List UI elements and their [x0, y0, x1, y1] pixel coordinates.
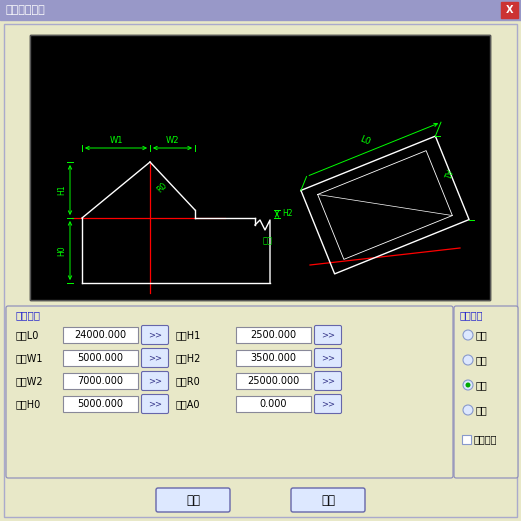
Bar [63, 350, 138, 366]
Text: 确定: 确定 [186, 493, 200, 506]
Text: 7000.000: 7000.000 [78, 376, 123, 386]
Text: 25000.000: 25000.000 [247, 376, 300, 386]
Text: A1: A1 [440, 167, 452, 180]
Circle shape [463, 355, 473, 365]
FancyBboxPatch shape [156, 488, 230, 512]
Text: 半径R0: 半径R0 [176, 376, 201, 386]
Text: 取消: 取消 [321, 493, 335, 506]
Text: L0: L0 [358, 135, 371, 147]
FancyBboxPatch shape [291, 488, 365, 512]
Text: >>: >> [321, 354, 335, 363]
FancyBboxPatch shape [142, 326, 168, 344]
FancyBboxPatch shape [315, 349, 341, 367]
Text: W1: W1 [109, 136, 123, 145]
Text: 参数设置: 参数设置 [16, 310, 41, 320]
Text: 脊导W2: 脊导W2 [16, 376, 44, 386]
Text: 房高H0: 房高H0 [16, 399, 41, 409]
Bar [236, 327, 311, 343]
Text: 脊高H1: 脊高H1 [176, 330, 201, 340]
FancyBboxPatch shape [315, 394, 341, 414]
Bar [30, 35, 490, 300]
FancyBboxPatch shape [142, 394, 168, 414]
Bar [501, 2, 518, 18]
Text: >>: >> [148, 400, 162, 408]
Text: 小大: 小大 [476, 380, 488, 390]
Text: 线角: 线角 [263, 236, 273, 245]
FancyBboxPatch shape [142, 371, 168, 391]
Text: 大大: 大大 [476, 355, 488, 365]
Circle shape [463, 330, 473, 340]
Text: W2: W2 [166, 136, 179, 145]
Bar [63, 373, 138, 389]
Text: 角度A0: 角度A0 [176, 399, 201, 409]
Text: >>: >> [148, 330, 162, 340]
Text: 脊长L0: 脊长L0 [16, 330, 40, 340]
Text: >>: >> [148, 354, 162, 363]
Circle shape [463, 380, 473, 390]
Bar [63, 396, 138, 412]
Bar [236, 350, 311, 366]
Text: >>: >> [321, 330, 335, 340]
FancyBboxPatch shape [142, 349, 168, 367]
Text: 脊导W1: 脊导W1 [16, 353, 43, 363]
Text: H1: H1 [57, 185, 67, 195]
Text: X: X [506, 5, 513, 15]
Text: 实体合并: 实体合并 [474, 435, 498, 444]
Bar [30, 35, 490, 300]
Text: 大小: 大小 [476, 405, 488, 415]
Text: 5000.000: 5000.000 [78, 353, 123, 363]
FancyBboxPatch shape [315, 326, 341, 344]
Bar [0, 0, 521, 20]
FancyBboxPatch shape [6, 306, 453, 478]
Bar [236, 396, 311, 412]
Text: 3500.000: 3500.000 [251, 353, 296, 363]
Text: 脊高H2: 脊高H2 [176, 353, 202, 363]
Text: H2: H2 [282, 209, 292, 218]
Circle shape [463, 405, 473, 415]
Text: >>: >> [148, 377, 162, 386]
Text: 5000.000: 5000.000 [78, 399, 123, 409]
FancyBboxPatch shape [454, 306, 518, 478]
Text: 「微派建筑」: 「微派建筑」 [6, 5, 46, 15]
Text: H0: H0 [57, 245, 67, 256]
Text: R0: R0 [155, 180, 169, 194]
Text: 线角组合: 线角组合 [460, 310, 483, 320]
Circle shape [465, 382, 470, 388]
Text: >>: >> [321, 400, 335, 408]
Text: 小小: 小小 [476, 330, 488, 340]
FancyBboxPatch shape [315, 371, 341, 391]
Bar [63, 327, 138, 343]
Text: 0.000: 0.000 [260, 399, 287, 409]
Text: 2500.000: 2500.000 [251, 330, 296, 340]
Bar [236, 373, 311, 389]
Text: >>: >> [321, 377, 335, 386]
Text: 24000.000: 24000.000 [75, 330, 127, 340]
Bar [462, 435, 471, 444]
